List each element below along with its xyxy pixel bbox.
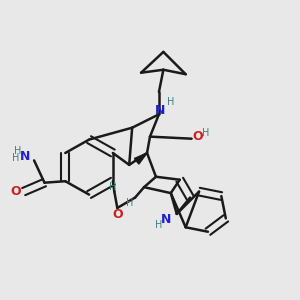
Text: N: N	[20, 150, 30, 163]
Text: N: N	[161, 213, 172, 226]
Text: H: H	[154, 220, 162, 230]
Text: H: H	[126, 198, 134, 208]
Text: H: H	[12, 153, 19, 163]
Text: O: O	[112, 208, 123, 221]
Text: N: N	[155, 104, 166, 117]
Text: O: O	[193, 130, 203, 143]
Polygon shape	[134, 153, 147, 164]
Text: H: H	[14, 146, 21, 157]
Text: H: H	[202, 128, 210, 138]
Text: H: H	[167, 98, 174, 107]
Text: H: H	[109, 182, 116, 192]
Text: O: O	[11, 185, 21, 198]
